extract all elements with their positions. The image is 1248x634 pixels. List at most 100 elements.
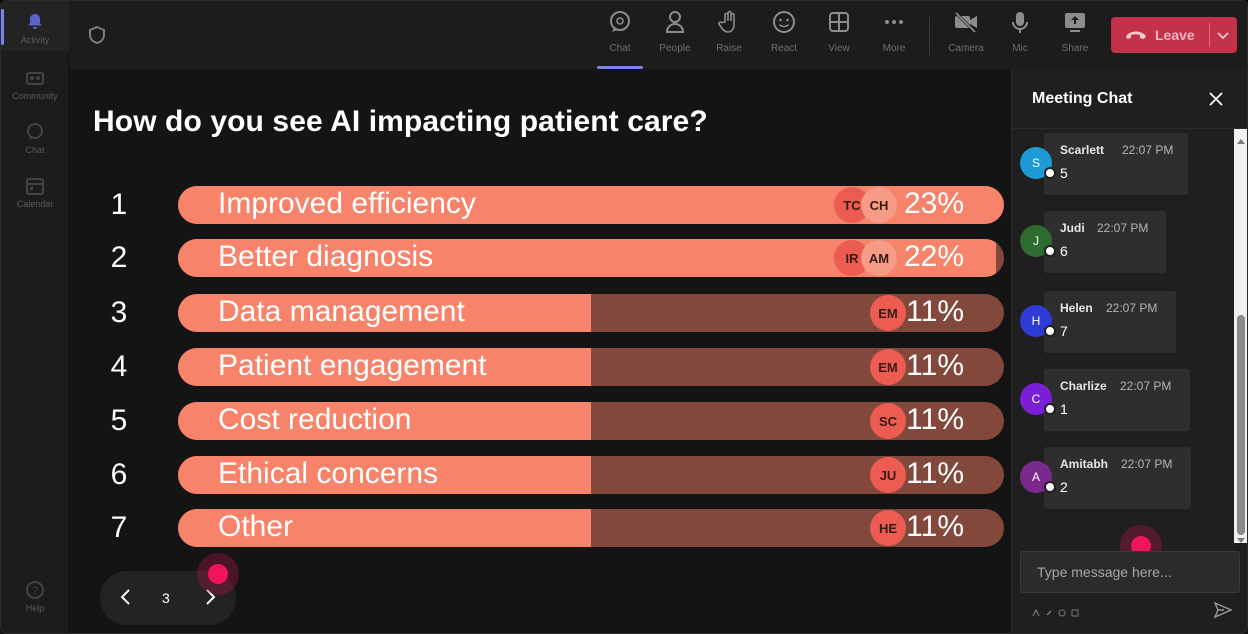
- option-label: Patient engagement: [218, 349, 487, 382]
- send-icon[interactable]: [1213, 601, 1233, 619]
- rail-item-chat[interactable]: Chat: [1, 111, 69, 161]
- sender-name: Amitabh: [1060, 457, 1108, 471]
- rail-item-community[interactable]: Community: [1, 57, 69, 107]
- chevron-down-icon[interactable]: [1215, 27, 1231, 43]
- toolbar-button-label: People: [659, 43, 691, 54]
- leave-divider: [1209, 23, 1210, 47]
- rail-item-activity[interactable]: Activity: [1, 1, 69, 51]
- option-bar-fill: [178, 348, 591, 386]
- toolbar-button-label: Share: [1061, 43, 1089, 54]
- chevron-left-icon[interactable]: [116, 587, 136, 607]
- toolbar-share-button[interactable]: Share: [1050, 9, 1100, 65]
- chat-icon: [24, 121, 46, 143]
- toolbar-button-label: View: [828, 43, 850, 54]
- toolbar-camera-button[interactable]: Camera: [941, 9, 991, 65]
- chevron-right-icon[interactable]: [200, 587, 220, 607]
- chat-message: Charlize 22:07 PM 1 C: [1012, 369, 1234, 433]
- rail-item-help[interactable]: ? Help: [1, 569, 69, 619]
- voter-avatar: EM: [870, 349, 906, 385]
- hang-up-icon: [1125, 28, 1147, 42]
- option-bar: Cost reduction SC 11%: [178, 402, 1004, 440]
- message-text: 6: [1060, 243, 1068, 259]
- mic-icon: [1007, 9, 1033, 35]
- toolbar-button-label: More: [882, 43, 906, 54]
- chat-scrollbar[interactable]: [1234, 129, 1247, 543]
- raise-hand-icon: [716, 9, 742, 35]
- share-icon: [1062, 9, 1088, 35]
- voter-avatar: HE: [870, 510, 906, 546]
- toolbar-divider: [929, 17, 930, 55]
- option-number: 7: [110, 511, 128, 544]
- poll-option-row: 1 Improved efficiency TC CH 23%: [69, 186, 1009, 224]
- attach-icon[interactable]: [1045, 604, 1053, 616]
- option-label: Cost reduction: [218, 403, 412, 436]
- close-icon[interactable]: [1208, 91, 1224, 107]
- poll-option-row: 4 Patient engagement EM 11%: [69, 348, 1009, 386]
- gif-icon[interactable]: [1071, 604, 1079, 617]
- message-input[interactable]: [1021, 552, 1239, 592]
- message-timestamp: 22:07 PM: [1122, 143, 1174, 157]
- avatar[interactable]: J: [1020, 225, 1052, 257]
- voter-avatar: JU: [870, 457, 906, 493]
- option-number: 6: [110, 458, 128, 491]
- toolbar-people-button[interactable]: People: [650, 9, 700, 65]
- message-bubble[interactable]: Helen 22:07 PM 7: [1044, 291, 1176, 353]
- message-bubble[interactable]: Charlize 22:07 PM 1: [1044, 369, 1190, 431]
- toolbar-button-label: Chat: [609, 43, 631, 54]
- calendar-icon: [24, 175, 46, 197]
- emoji-icon[interactable]: [1058, 604, 1066, 617]
- toolbar-raise-button[interactable]: Raise: [704, 9, 754, 65]
- presence-status-icon: [1044, 167, 1056, 179]
- rail-item-calendar[interactable]: Calendar: [1, 165, 69, 215]
- toolbar-chat-button[interactable]: Chat: [595, 9, 645, 69]
- compose-tools: [1032, 604, 1079, 617]
- message-timestamp: 22:07 PM: [1121, 457, 1173, 471]
- chat-message: Scarlett 22:07 PM 5 S: [1012, 133, 1234, 197]
- toolbar-view-button[interactable]: View: [814, 9, 864, 65]
- page-number: 3: [162, 590, 170, 606]
- option-label: Improved efficiency: [218, 187, 476, 220]
- rail-label: Help: [25, 603, 45, 613]
- message-timestamp: 22:07 PM: [1097, 221, 1149, 235]
- option-bar: Ethical concerns JU 11%: [178, 456, 1004, 494]
- scroll-up-icon[interactable]: [1237, 133, 1245, 144]
- camera-off-icon: [953, 9, 979, 35]
- chat-header: Meeting Chat: [1012, 69, 1247, 129]
- scroll-down-icon[interactable]: [1237, 531, 1245, 543]
- message-bubble[interactable]: Judi 22:07 PM 6: [1044, 211, 1166, 273]
- option-percentage: 11%: [906, 403, 964, 436]
- shield-icon[interactable]: [87, 25, 107, 45]
- voter-avatar: CH: [861, 187, 897, 223]
- rail-label: Chat: [25, 145, 45, 155]
- scrollbar-thumb[interactable]: [1237, 315, 1245, 535]
- presence-status-icon: [1044, 481, 1056, 493]
- toolbar-button-label: Camera: [948, 43, 984, 54]
- message-input-box[interactable]: [1020, 551, 1240, 593]
- toolbar-react-button[interactable]: React: [759, 9, 809, 65]
- option-bar: Data management EM 11%: [178, 294, 1004, 332]
- voter-avatar: SC: [870, 403, 906, 439]
- format-icon[interactable]: [1032, 604, 1040, 617]
- poll-question: How do you see AI impacting patient care…: [93, 105, 708, 138]
- option-label: Better diagnosis: [218, 240, 434, 273]
- option-number: 5: [110, 404, 128, 437]
- option-number: 3: [110, 296, 128, 329]
- message-bubble[interactable]: Amitabh 22:07 PM 2: [1044, 447, 1191, 509]
- sender-name: Helen: [1060, 301, 1093, 315]
- leave-button[interactable]: Leave: [1111, 17, 1237, 53]
- chat-message: Amitabh 22:07 PM 2 A: [1012, 447, 1234, 511]
- bell-icon: [24, 11, 46, 33]
- option-number: 1: [110, 188, 128, 221]
- message-text: 5: [1060, 165, 1068, 181]
- toolbar-more-button[interactable]: More: [869, 9, 919, 65]
- option-bar: Improved efficiency TC CH 23%: [178, 186, 1004, 224]
- option-bar: Patient engagement EM 11%: [178, 348, 1004, 386]
- leave-label: Leave: [1155, 27, 1195, 43]
- option-percentage: 11%: [906, 349, 964, 382]
- message-text: 2: [1060, 479, 1068, 495]
- poll-option-row: 6 Ethical concerns JU 11%: [69, 456, 1009, 494]
- toolbar-button-label: Mic: [1012, 43, 1028, 54]
- toolbar-mic-button[interactable]: Mic: [995, 9, 1045, 65]
- message-bubble[interactable]: Scarlett 22:07 PM 5: [1044, 133, 1188, 195]
